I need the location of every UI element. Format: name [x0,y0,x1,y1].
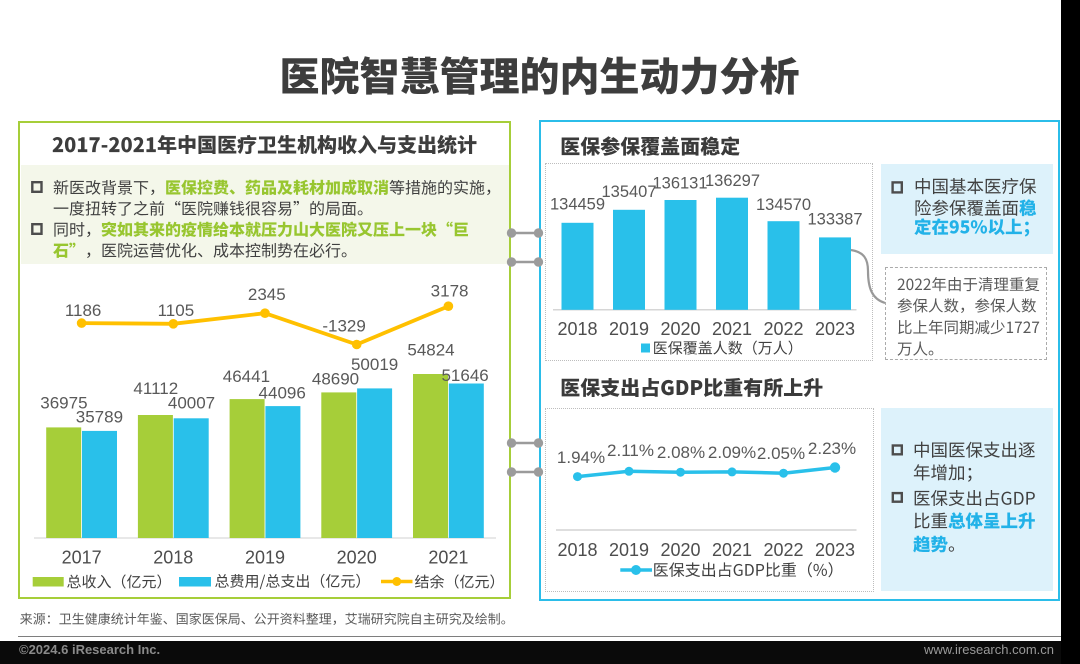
svg-text:46441: 46441 [223,367,270,386]
svg-text:2.05%: 2.05% [757,444,805,463]
svg-text:2018: 2018 [557,540,597,560]
svg-text:135407: 135407 [601,183,656,201]
svg-text:2.23%: 2.23% [808,439,856,458]
svg-text:44096: 44096 [259,383,306,402]
svg-text:1105: 1105 [158,301,195,320]
svg-text:2.09%: 2.09% [708,443,756,462]
svg-text:2018: 2018 [153,548,193,568]
svg-text:-1329: -1329 [322,317,365,336]
svg-text:2.08%: 2.08% [657,443,705,462]
svg-text:2020: 2020 [660,319,700,339]
svg-text:51646: 51646 [441,366,488,385]
svg-text:1.94%: 1.94% [557,448,605,467]
svg-text:36975: 36975 [40,394,87,413]
svg-text:134570: 134570 [756,196,811,214]
svg-text:2019: 2019 [245,548,285,568]
svg-text:2021: 2021 [712,319,752,339]
svg-text:3178: 3178 [431,281,469,300]
svg-text:2023: 2023 [815,540,855,560]
svg-text:54824: 54824 [407,341,454,360]
svg-text:2023: 2023 [815,319,855,339]
svg-text:2022: 2022 [763,540,803,560]
svg-text:35789: 35789 [76,408,123,427]
svg-text:1186: 1186 [65,301,102,320]
svg-text:2021: 2021 [712,540,752,560]
svg-text:2020: 2020 [337,548,377,568]
svg-text:134459: 134459 [550,195,605,213]
svg-text:133387: 133387 [807,211,862,229]
svg-text:2021: 2021 [428,548,468,568]
svg-text:40007: 40007 [168,394,215,413]
svg-text:2345: 2345 [248,285,286,304]
svg-text:2018: 2018 [557,319,597,339]
svg-text:136131: 136131 [652,174,707,192]
svg-text:41112: 41112 [133,379,178,398]
svg-text:2017: 2017 [62,548,102,568]
svg-text:2019: 2019 [609,540,649,560]
svg-text:136297: 136297 [705,172,760,190]
svg-text:2020: 2020 [660,540,700,560]
svg-text:2.11%: 2.11% [607,441,654,460]
svg-text:2022: 2022 [763,319,803,339]
svg-text:2019: 2019 [609,319,649,339]
svg-text:50019: 50019 [351,355,398,374]
svg-text:48690: 48690 [312,369,359,388]
